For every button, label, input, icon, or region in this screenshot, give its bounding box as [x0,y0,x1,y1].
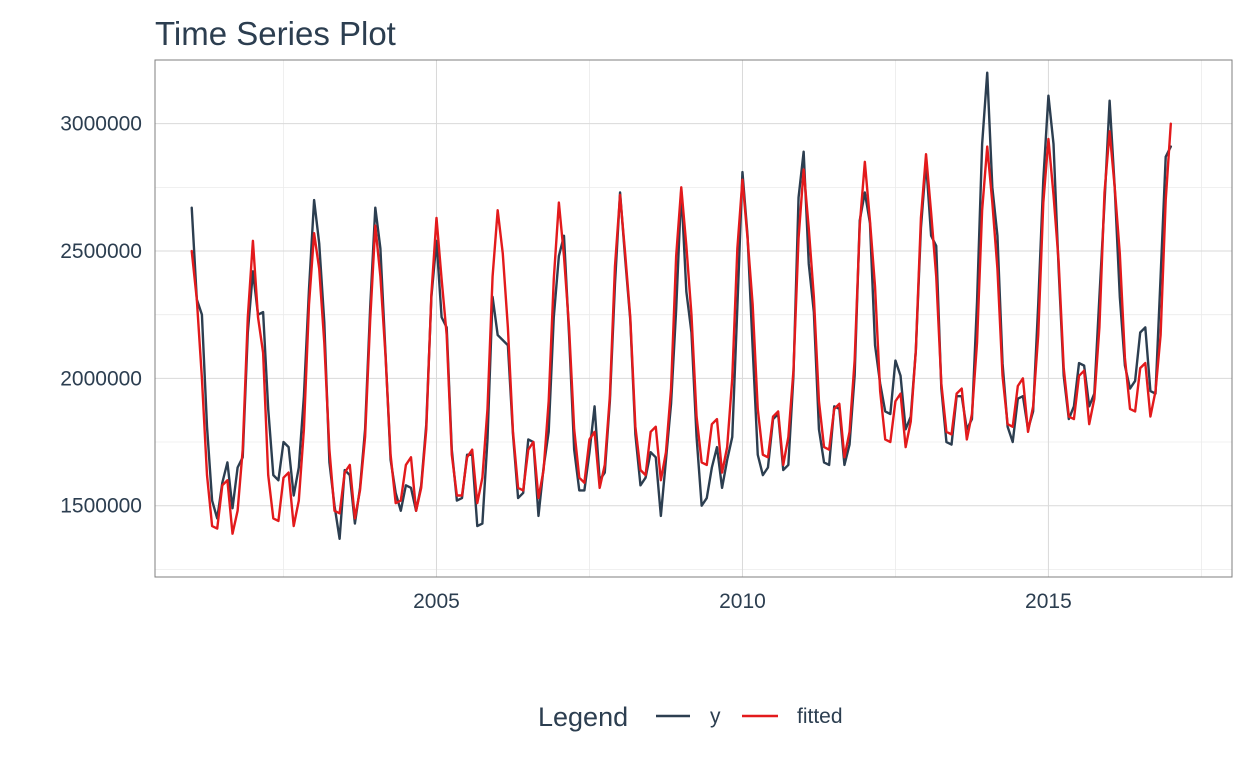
legend-label-y: y [710,705,721,728]
x-tick-label: 2005 [413,590,460,613]
chart-title: Time Series Plot [155,15,396,52]
y-tick-label: 3000000 [60,113,142,136]
grid [155,59,1232,577]
y-tick-label: 2000000 [60,367,142,390]
legend: Legend y fitted [538,702,843,732]
plot-panel-border [154,59,1233,578]
series-line-y [190,71,1173,540]
series-layer [190,71,1173,540]
y-tick-label: 1500000 [60,495,142,518]
legend-title: Legend [538,702,628,732]
y-axis: 1500000 2000000 2500000 3000000 [60,113,142,518]
x-axis: 2005 2010 2015 [413,590,1072,613]
series-line-fitted [190,122,1173,535]
x-tick-label: 2010 [719,590,766,613]
y-tick-label: 2500000 [60,240,142,263]
legend-label-fitted: fitted [797,705,843,728]
x-tick-label: 2015 [1025,590,1072,613]
